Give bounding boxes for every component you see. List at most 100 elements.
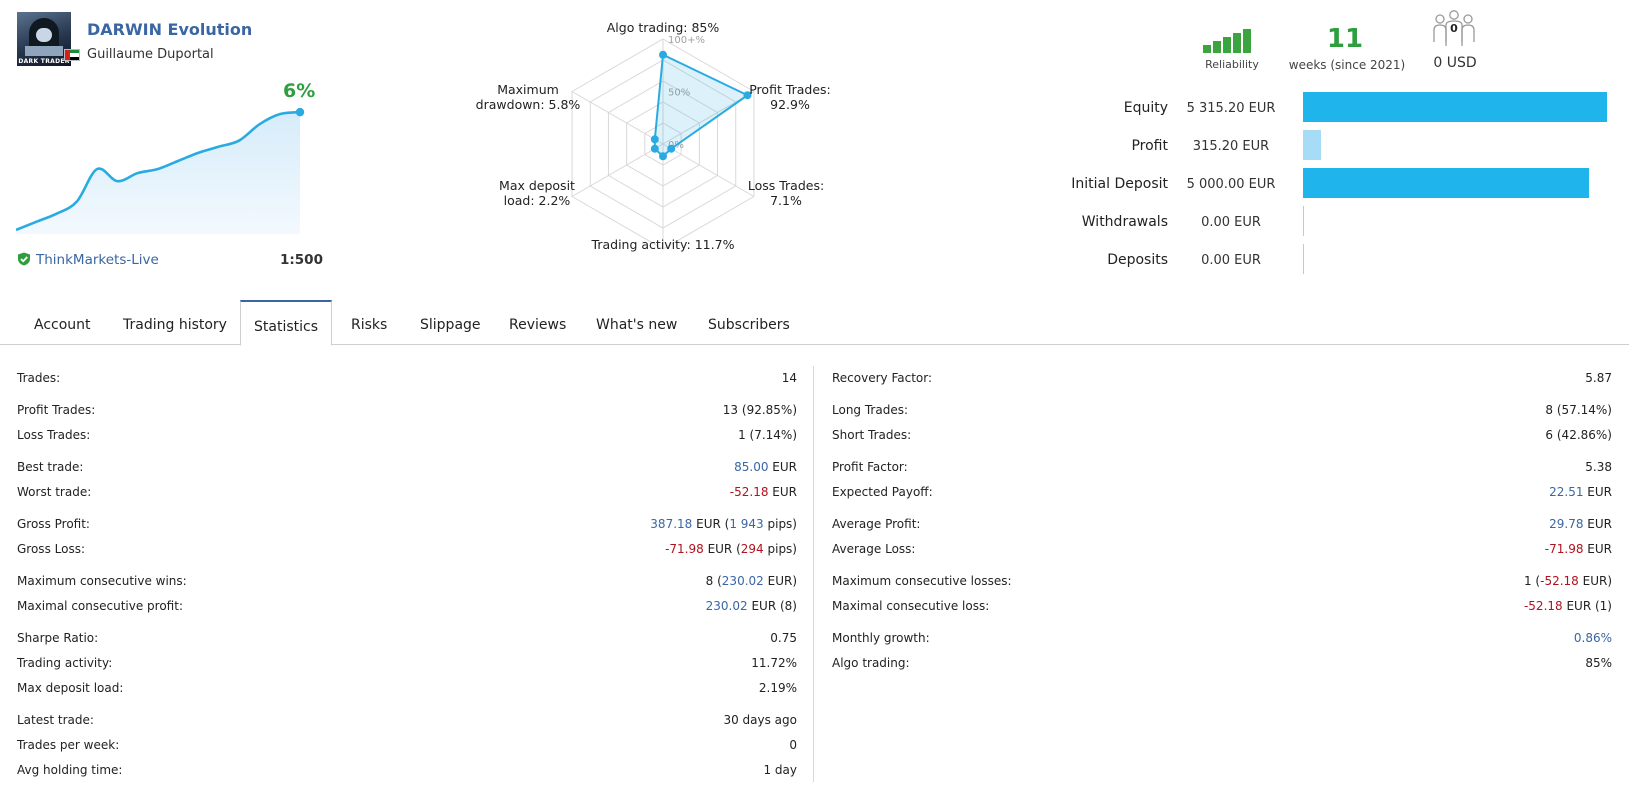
finance-value: 5 000.00 EUR: [1186, 177, 1276, 192]
radar-grid-label: 100+%: [668, 35, 705, 46]
signal-title[interactable]: DARWIN Evolution: [87, 20, 253, 39]
stat-label: Loss Trades:: [17, 428, 91, 442]
avatar[interactable]: DARK TRADER: [17, 12, 71, 66]
avatar-laptop: [25, 46, 63, 56]
radar-label-algo: Algo trading: 85%: [607, 20, 720, 35]
stat-row: Monthly growth: 0.86%: [832, 631, 1612, 651]
stat-value: 387.18 EUR (1 943 pips): [650, 517, 797, 531]
reliability-bar: [1243, 29, 1251, 53]
tab-trading-history[interactable]: Trading history: [123, 317, 227, 333]
finance-row: Profit 315.20 EUR: [1060, 128, 1620, 164]
uae-flag-icon: [64, 49, 80, 61]
stat-row: Algo trading: 85%: [832, 656, 1612, 676]
stat-row: Gross Loss: -71.98 EUR (294 pips): [17, 542, 797, 562]
tab-statistics[interactable]: Statistics: [240, 300, 332, 346]
stat-row: Maximum consecutive wins: 8 (230.02 EUR): [17, 574, 797, 594]
stat-value: 85%: [1585, 656, 1612, 670]
finance-label: Equity: [1123, 100, 1168, 116]
radar-point-deposit_load: [650, 144, 659, 153]
stat-row: Trades per week: 0: [17, 738, 797, 758]
stat-value: 5.87: [1585, 371, 1612, 385]
tab-account[interactable]: Account: [34, 317, 91, 333]
radar-grid-label: 50%: [668, 88, 690, 99]
radar-point-drawdown: [650, 135, 659, 144]
stat-value: 230.02 EUR (8): [705, 599, 797, 613]
stat-value: 0: [789, 738, 797, 752]
reliability-bar: [1203, 45, 1211, 53]
stat-row: Long Trades: 8 (57.14%): [832, 403, 1612, 423]
growth-chart: [16, 107, 305, 234]
tab-what-s-new[interactable]: What's new: [596, 317, 678, 333]
stat-value: 8 (230.02 EUR): [705, 574, 797, 588]
tab-subscribers[interactable]: Subscribers: [708, 317, 790, 333]
stat-label: Short Trades:: [832, 428, 912, 442]
subscribers-icon[interactable]: [1432, 10, 1476, 50]
radar-spoke: [662, 143, 755, 197]
stat-value: 14: [781, 371, 797, 385]
stat-value: 1 (7.14%): [738, 428, 797, 442]
stat-value: 0.86%: [1573, 631, 1612, 645]
finance-label: Deposits: [1107, 252, 1168, 268]
finance-bar: [1303, 130, 1322, 160]
stat-row: Expected Payoff: 22.51 EUR: [832, 485, 1612, 505]
avatar-face: [36, 28, 52, 42]
stat-row: Maximum consecutive losses: 1 (-52.18 EUR…: [832, 574, 1612, 594]
weeks-count: 11: [1326, 24, 1364, 54]
stat-value: 85.00 EUR: [734, 460, 797, 474]
stat-label: Avg holding time:: [17, 763, 123, 777]
stat-label: Maximal consecutive profit:: [17, 599, 183, 613]
tab-risks[interactable]: Risks: [351, 317, 388, 333]
stat-row: Sharpe Ratio: 0.75: [17, 631, 797, 651]
stat-value: -52.18 EUR: [729, 485, 797, 499]
stat-label: Trading activity:: [17, 656, 113, 670]
finance-row: Deposits 0.00 EUR: [1060, 242, 1620, 278]
finance-value: 0.00 EUR: [1201, 253, 1261, 268]
weeks-label: weeks (since 2021): [1288, 58, 1406, 72]
stat-row: Profit Factor: 5.38: [832, 460, 1612, 480]
reliability-bars-icon[interactable]: [1203, 27, 1257, 53]
finance-value: 0.00 EUR: [1201, 215, 1261, 230]
stat-label: Recovery Factor:: [832, 371, 933, 385]
stat-label: Trades per week:: [17, 738, 120, 752]
radar-series: [653, 53, 750, 158]
radar-chart: 100+%50%0%Algo trading: 85%Profit Trades…: [476, 20, 831, 252]
stat-value: 29.78 EUR: [1549, 517, 1612, 531]
radar-point-profit_trades: [743, 91, 752, 100]
finance-value: 5 315.20 EUR: [1186, 101, 1276, 116]
tab-reviews[interactable]: Reviews: [509, 317, 567, 333]
growth-area: [16, 112, 300, 234]
stat-value: -71.98 EUR (294 pips): [665, 542, 797, 556]
radar-point-algo: [659, 50, 667, 59]
stat-value: -52.18 EUR (1): [1523, 599, 1612, 613]
broker-link[interactable]: ThinkMarkets-Live: [36, 252, 159, 268]
radar-spoke: [571, 91, 664, 145]
finance-bar: [1303, 244, 1304, 274]
stat-label: Average Loss:: [832, 542, 916, 556]
finance-label: Profit: [1131, 138, 1168, 154]
stat-label: Monthly growth:: [832, 631, 930, 645]
stat-value: 8 (57.14%): [1545, 403, 1612, 417]
stat-row: Trades: 14: [17, 371, 797, 391]
shield-check-icon: [18, 252, 30, 266]
stat-value: 22.51 EUR: [1549, 485, 1612, 499]
stat-row: Average Loss: -71.98 EUR: [832, 542, 1612, 562]
stat-label: Profit Trades:: [17, 403, 96, 417]
stat-label: Profit Factor:: [832, 460, 908, 474]
stat-value: 1 (-52.18 EUR): [1523, 574, 1612, 588]
stat-value: -71.98 EUR: [1544, 542, 1612, 556]
stat-label: Algo trading:: [832, 656, 910, 670]
stat-label: Best trade:: [17, 460, 84, 474]
finance-bar: [1303, 92, 1607, 122]
stat-label: Long Trades:: [832, 403, 909, 417]
stat-label: Average Profit:: [832, 517, 921, 531]
finance-label: Withdrawals: [1081, 214, 1168, 230]
subscribers-funds: 0 USD: [1433, 55, 1477, 71]
stat-value: 6 (42.86%): [1545, 428, 1612, 442]
reliability-bar: [1223, 37, 1231, 53]
growth-line: [16, 110, 301, 232]
stat-label: Gross Loss:: [17, 542, 85, 556]
stat-row: Maximal consecutive loss: -52.18 EUR (1): [832, 599, 1612, 619]
author-name[interactable]: Guillaume Duportal: [87, 47, 214, 62]
stat-label: Gross Profit:: [17, 517, 90, 531]
tab-slippage[interactable]: Slippage: [420, 317, 481, 333]
